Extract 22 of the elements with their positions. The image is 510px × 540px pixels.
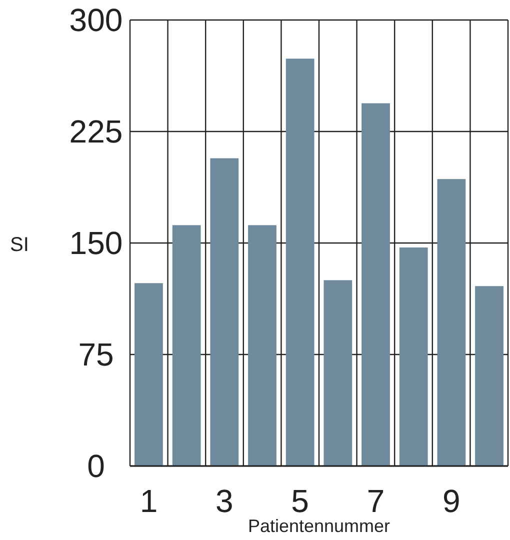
bar — [475, 286, 504, 466]
bar — [362, 103, 390, 466]
bar — [437, 179, 466, 466]
bar — [248, 225, 276, 466]
bar — [286, 58, 314, 466]
bar — [399, 247, 428, 466]
bar — [324, 280, 352, 466]
x-tick-label: 5 — [291, 483, 309, 519]
bar — [172, 225, 201, 466]
y-tick-label: 225 — [69, 114, 123, 150]
y-tick-label: 150 — [69, 225, 123, 261]
x-tick-label: 7 — [366, 483, 385, 519]
y-tick-label: 300 — [69, 2, 123, 38]
x-tick-label: 9 — [442, 483, 460, 519]
y-tick-label: 0 — [87, 448, 105, 484]
x-tick-label: 1 — [140, 483, 158, 519]
bar — [134, 283, 163, 466]
y-axis-title: SI — [10, 234, 29, 256]
bar — [210, 158, 239, 466]
x-axis-title: Patientennummer — [248, 516, 390, 536]
y-tick-label: 75 — [78, 336, 114, 372]
x-tick-label: 3 — [216, 483, 234, 519]
